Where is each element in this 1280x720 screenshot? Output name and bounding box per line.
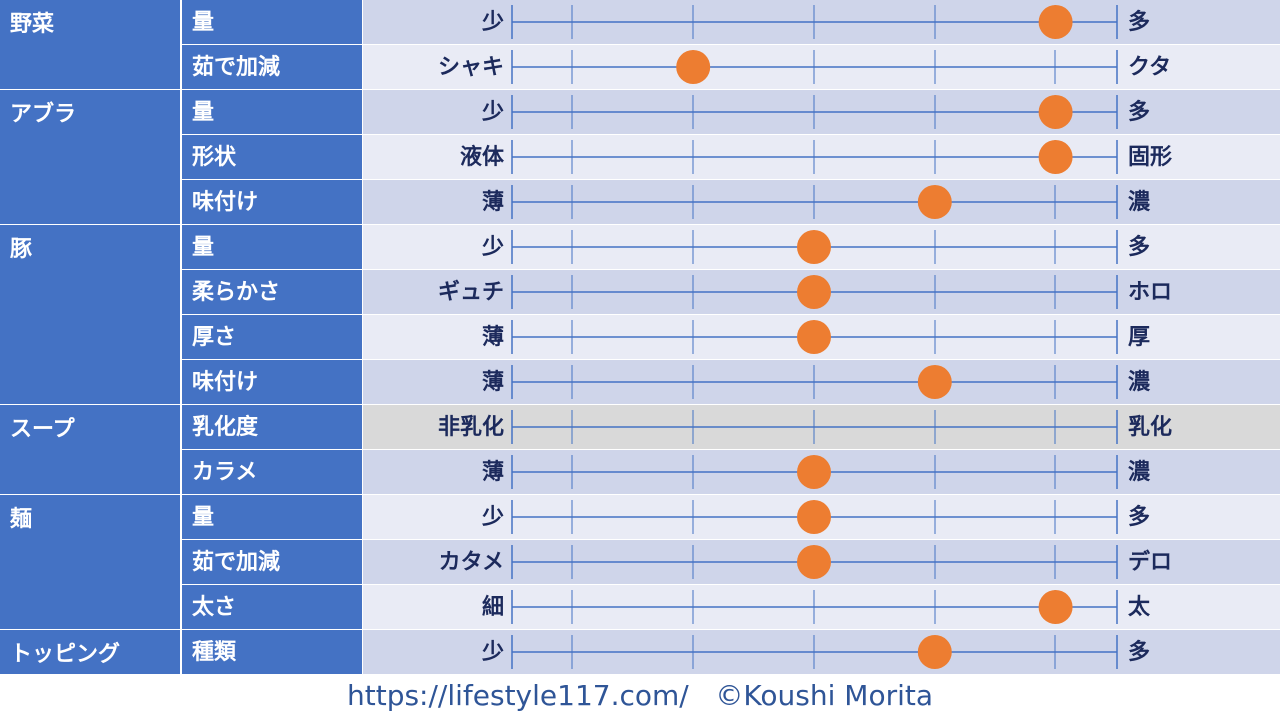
attribute-label: 太さ <box>192 595 237 620</box>
rating-marker <box>797 545 831 579</box>
footer: https://lifestyle117.com/ ©Koushi Morita <box>0 676 1280 720</box>
attribute-bg <box>182 90 362 134</box>
attribute-bg <box>182 360 362 404</box>
scale-max-label: 太 <box>1128 595 1151 620</box>
attribute-bg <box>182 180 362 224</box>
attribute-bg <box>182 450 362 494</box>
category-label: アブラ <box>10 102 77 127</box>
attribute-bg <box>182 405 362 449</box>
attribute-label: 柔らかさ <box>192 280 281 305</box>
scale-min-label: ギュチ <box>437 280 504 305</box>
scale-min-label: 非乳化 <box>437 415 504 440</box>
scale-min-label: 少 <box>481 640 504 665</box>
rating-marker <box>797 500 831 534</box>
attribute-bg <box>182 225 362 269</box>
scale-max-label: 多 <box>1128 235 1151 260</box>
footer-copyright: ©Koushi Morita <box>715 679 933 712</box>
scale-min-label: シャキ <box>437 55 504 80</box>
scale-max-label: 濃 <box>1128 460 1151 485</box>
scale-max-label: 厚 <box>1128 325 1151 350</box>
footer-url[interactable]: https://lifestyle117.com/ <box>346 679 689 712</box>
scale-max-label: 多 <box>1128 100 1151 125</box>
attribute-bg <box>182 270 362 314</box>
attribute-bg <box>182 540 362 584</box>
category-bg <box>0 90 180 224</box>
scale-max-label: 多 <box>1128 505 1151 530</box>
rating-marker <box>917 635 952 669</box>
scale-min-label: 少 <box>481 235 504 260</box>
category-label: 野菜 <box>10 12 55 37</box>
category-bg <box>0 495 180 629</box>
rating-marker <box>797 455 831 489</box>
attribute-label: 厚さ <box>192 325 237 350</box>
scale-min-label: 細 <box>481 595 504 620</box>
category-label: 麺 <box>10 507 33 532</box>
scale-min-label: 薄 <box>481 370 504 395</box>
attribute-label: 量 <box>192 100 215 125</box>
scale-max-label: クタ <box>1128 55 1172 80</box>
attribute-label: 味付け <box>192 370 259 395</box>
rating-marker <box>676 50 711 84</box>
rating-marker <box>1038 140 1073 174</box>
ramen-rating-chart: 野菜量少多茹で加減 シャキ クタ アブラ量少多形状 液体 固形 味付け薄濃豚量少多柔らかさギ… <box>0 0 1280 674</box>
attribute-bg <box>182 495 362 539</box>
rating-marker <box>797 230 831 264</box>
rating-marker <box>797 275 831 309</box>
scale-min-label: 少 <box>481 505 504 530</box>
attribute-bg <box>182 45 362 89</box>
attribute-label: 量 <box>192 10 215 35</box>
attribute-label: 茹で加減 <box>192 55 281 80</box>
scale-max-label: 乳化 <box>1128 415 1173 440</box>
rating-marker <box>917 365 952 399</box>
scale-min-label: 薄 <box>481 325 504 350</box>
scale-max-label: 多 <box>1128 10 1151 35</box>
scale-max-label: ホロ <box>1128 280 1173 305</box>
category-bg <box>0 405 180 494</box>
attribute-bg <box>182 0 362 44</box>
scale-max-label: 濃 <box>1128 190 1151 215</box>
scale-min-label: カタメ <box>438 550 504 575</box>
attribute-label: 量 <box>192 505 215 530</box>
chart-svg <box>0 0 1280 674</box>
category-bg <box>0 0 180 89</box>
attribute-label: 乳化度 <box>192 415 259 440</box>
attribute-label: 種類 <box>192 640 237 665</box>
scale-max-label: 多 <box>1128 640 1151 665</box>
scale-max-label: 固形 <box>1128 145 1173 170</box>
attribute-label: 茹で加減 <box>192 550 281 575</box>
scale-min-label: 薄 <box>481 460 504 485</box>
rating-marker <box>917 185 952 219</box>
category-label: トッピング <box>10 642 121 667</box>
attribute-bg <box>182 315 362 359</box>
scale-min-label: 少 <box>481 100 504 125</box>
rating-marker <box>1038 5 1073 39</box>
attribute-label: 量 <box>192 235 215 260</box>
attribute-label: 味付け <box>192 190 259 215</box>
category-bg <box>0 225 180 404</box>
attribute-bg <box>182 630 362 674</box>
attribute-bg <box>182 135 362 179</box>
scale-min-label: 液体 <box>459 145 504 170</box>
scale-min-label: 少 <box>481 10 504 35</box>
attribute-label: カラメ <box>192 460 258 485</box>
category-label: スープ <box>10 417 75 442</box>
rating-marker <box>1038 95 1073 129</box>
category-bg <box>0 630 180 674</box>
scale-max-label: デロ <box>1128 550 1173 575</box>
attribute-bg <box>182 585 362 629</box>
scale-min-label: 薄 <box>481 190 504 215</box>
scale-max-label: 濃 <box>1128 370 1151 395</box>
attribute-label: 形状 <box>192 145 237 170</box>
category-label: 豚 <box>10 237 33 262</box>
rating-marker <box>797 320 831 354</box>
rating-marker <box>1038 590 1073 624</box>
